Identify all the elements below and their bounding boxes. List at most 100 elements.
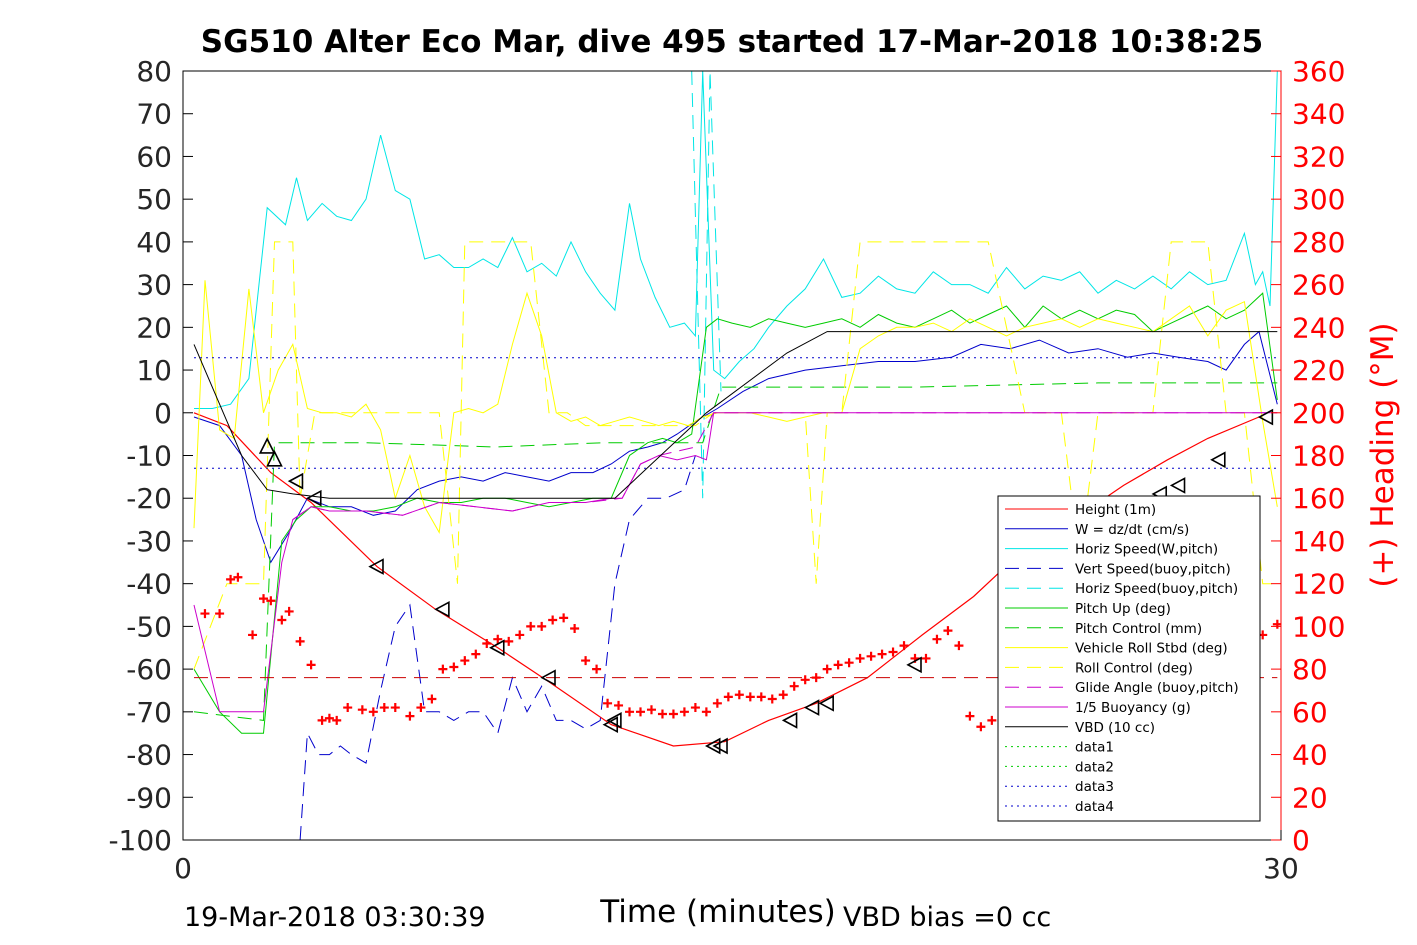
heading-point (379, 703, 389, 713)
heading-point (888, 647, 898, 657)
dive-marker-left (602, 716, 619, 733)
heading-point (559, 613, 569, 623)
dive-marker-left (368, 558, 384, 575)
legend-label: VBD (10 cc) (1075, 720, 1155, 736)
y-right-tick-label: 60 (1292, 696, 1328, 729)
heading-point (357, 705, 367, 715)
heading-point (899, 641, 909, 651)
heading-point (343, 703, 353, 713)
heading-point (603, 698, 613, 708)
heading-point (778, 690, 788, 700)
y-tick-label: -70 (126, 696, 172, 729)
dive-marker-left (803, 699, 820, 716)
footer-vbd-bias: VBD bias =0 cc (843, 902, 1051, 933)
dive-marker-left (287, 472, 304, 490)
heading-point (226, 574, 236, 584)
heading-point (690, 703, 700, 713)
heading-point (921, 653, 931, 663)
legend-label: 1/5 Buoyancy (g) (1075, 700, 1191, 716)
heading-point (614, 700, 624, 710)
y-right-tick-label: 160 (1292, 482, 1345, 515)
legend-label: Glide Angle (buoy,pitch) (1075, 680, 1239, 696)
heading-point (460, 656, 470, 666)
y-tick-label: 20 (136, 311, 172, 344)
legend-label: data3 (1075, 779, 1114, 795)
heading-point (416, 703, 426, 713)
y-right-tick-label: 40 (1292, 739, 1328, 772)
heading-point (877, 649, 887, 659)
axes: 80706050403020100-10-20-30-40-50-60-70-8… (108, 55, 1345, 885)
legend-label: Pitch Control (mm) (1075, 621, 1202, 637)
heading-point (449, 662, 459, 672)
dive-marker-left (1169, 477, 1186, 494)
heading-point (811, 673, 821, 683)
heading-point (965, 711, 975, 721)
heading-point (866, 651, 876, 661)
heading-point (625, 707, 635, 717)
series-line-5 (691, 71, 722, 499)
dive-marker-left (906, 656, 922, 674)
y-tick-label: -50 (126, 610, 172, 643)
legend-label: data2 (1075, 759, 1114, 775)
y-tick-label: -100 (108, 824, 172, 857)
heading-point (987, 715, 997, 725)
heading-point (215, 609, 225, 619)
heading-point (526, 621, 536, 631)
dive-marker-left (705, 737, 721, 755)
dive-marker-left (434, 600, 450, 618)
heading-point (537, 621, 547, 631)
heading-point (317, 715, 327, 725)
heading-point (548, 615, 558, 625)
heading-point (504, 636, 514, 646)
dive-marker-left (306, 489, 322, 507)
heading-point (405, 711, 415, 721)
y-right-tick-label: 220 (1292, 354, 1345, 387)
heading-point (570, 624, 580, 634)
heading-point (756, 692, 766, 702)
x-axis-label: Time (minutes) (599, 894, 835, 930)
heading-point (248, 630, 258, 640)
y-right-tick-label: 0 (1292, 824, 1310, 857)
heading-point (1272, 619, 1281, 629)
legend-label: Pitch Up (deg) (1075, 601, 1171, 617)
legend-label: data1 (1075, 740, 1114, 756)
heading-point (438, 664, 448, 674)
heading-point (427, 694, 437, 704)
heading-point (592, 664, 602, 674)
y-axis-right-label: (+) Heading (°M) (1365, 322, 1401, 587)
legend-label: W = dz/dt (cm/s) (1075, 522, 1189, 538)
y-right-tick-label: 20 (1292, 781, 1328, 814)
legend: Height (1m) W = dz/dt (cm/s) Horiz Speed(W… (997, 495, 1261, 822)
dive-marker-left (540, 669, 556, 686)
dive-marker-left (489, 639, 505, 657)
series-line-8 (193, 280, 1278, 534)
y-right-tick-label: 260 (1292, 269, 1345, 302)
x-tick-label: 0 (174, 852, 192, 885)
heading-point (954, 641, 964, 651)
heading-point (745, 692, 755, 702)
y-right-tick-label: 200 (1292, 397, 1345, 430)
heading-point (368, 707, 378, 717)
heading-point (976, 722, 986, 732)
x-tick-label: 30 (1263, 852, 1299, 885)
heading-point (943, 626, 953, 636)
y-tick-label: -60 (126, 653, 172, 686)
heading-point (233, 572, 243, 582)
heading-point (200, 609, 210, 619)
legend-label: Height (1m) (1075, 502, 1156, 518)
y-right-tick-label: 340 (1292, 98, 1345, 131)
heading-point (712, 698, 722, 708)
y-tick-label: -90 (126, 781, 172, 814)
legend-label: Vehicle Roll Stbd (deg) (1075, 641, 1228, 657)
heading-point (679, 707, 689, 717)
heading-point (723, 692, 733, 702)
y-tick-label: 70 (136, 98, 172, 131)
y-tick-label: -80 (126, 739, 172, 772)
heading-point (266, 596, 276, 606)
y-tick-label: 30 (136, 269, 172, 302)
dive-marker-up (266, 449, 283, 467)
heading-point (306, 660, 316, 670)
y-right-tick-label: 100 (1292, 610, 1345, 643)
y-right-tick-label: 120 (1292, 568, 1345, 601)
dive-marker-left (818, 694, 834, 712)
